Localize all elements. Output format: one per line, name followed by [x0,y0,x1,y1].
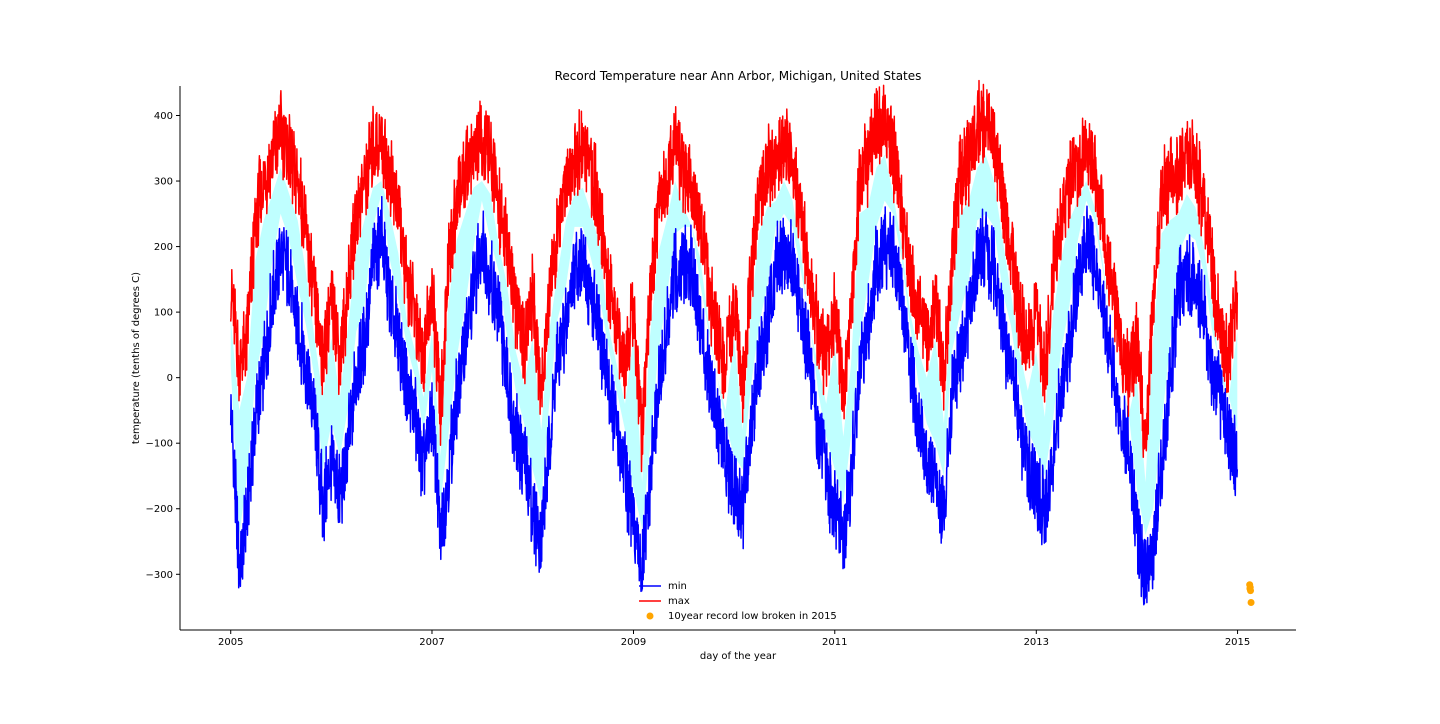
x-tick-label: 2007 [419,637,444,648]
x-tick-label: 2013 [1024,637,1049,648]
y-tick-label: 400 [154,111,173,122]
legend: min max 10year record low broken in 2015 [639,581,837,622]
y-tick-label: −100 [146,439,173,450]
y-tick-label: 200 [154,242,173,253]
x-tick-label: 2005 [218,637,243,648]
y-axis-label: temperature (tenths of degrees C) [131,272,142,444]
series-max-line [229,79,1239,473]
x-tick-label: 2011 [822,637,847,648]
chart-title: Record Temperature near Ann Arbor, Michi… [555,69,922,83]
x-axis-ticks: 2005 2007 2009 2011 2013 2015 [218,630,1250,648]
record-low-point [1247,598,1255,606]
y-tick-label: 100 [154,308,173,319]
series-min-line [229,195,1239,606]
legend-min-label: min [668,581,687,592]
series-lines [229,79,1239,606]
legend-record-low-label: 10year record low broken in 2015 [668,611,837,622]
scatter-points [1246,581,1255,606]
x-tick-label: 2015 [1225,637,1250,648]
legend-max-label: max [668,596,690,607]
y-tick-label: −200 [146,504,173,515]
record-low-point [1247,587,1255,595]
y-axis-ticks: 400 300 200 100 0 −100 −200 −300 [146,111,180,581]
legend-record-low-swatch [646,612,654,620]
x-axis-label: day of the year [700,651,777,662]
x-tick-label: 2009 [621,637,646,648]
y-tick-label: −300 [146,570,173,581]
y-tick-label: 0 [167,373,173,384]
plot-area [229,79,1255,606]
min-max-fill-band [230,154,1238,536]
y-tick-label: 300 [154,177,173,188]
